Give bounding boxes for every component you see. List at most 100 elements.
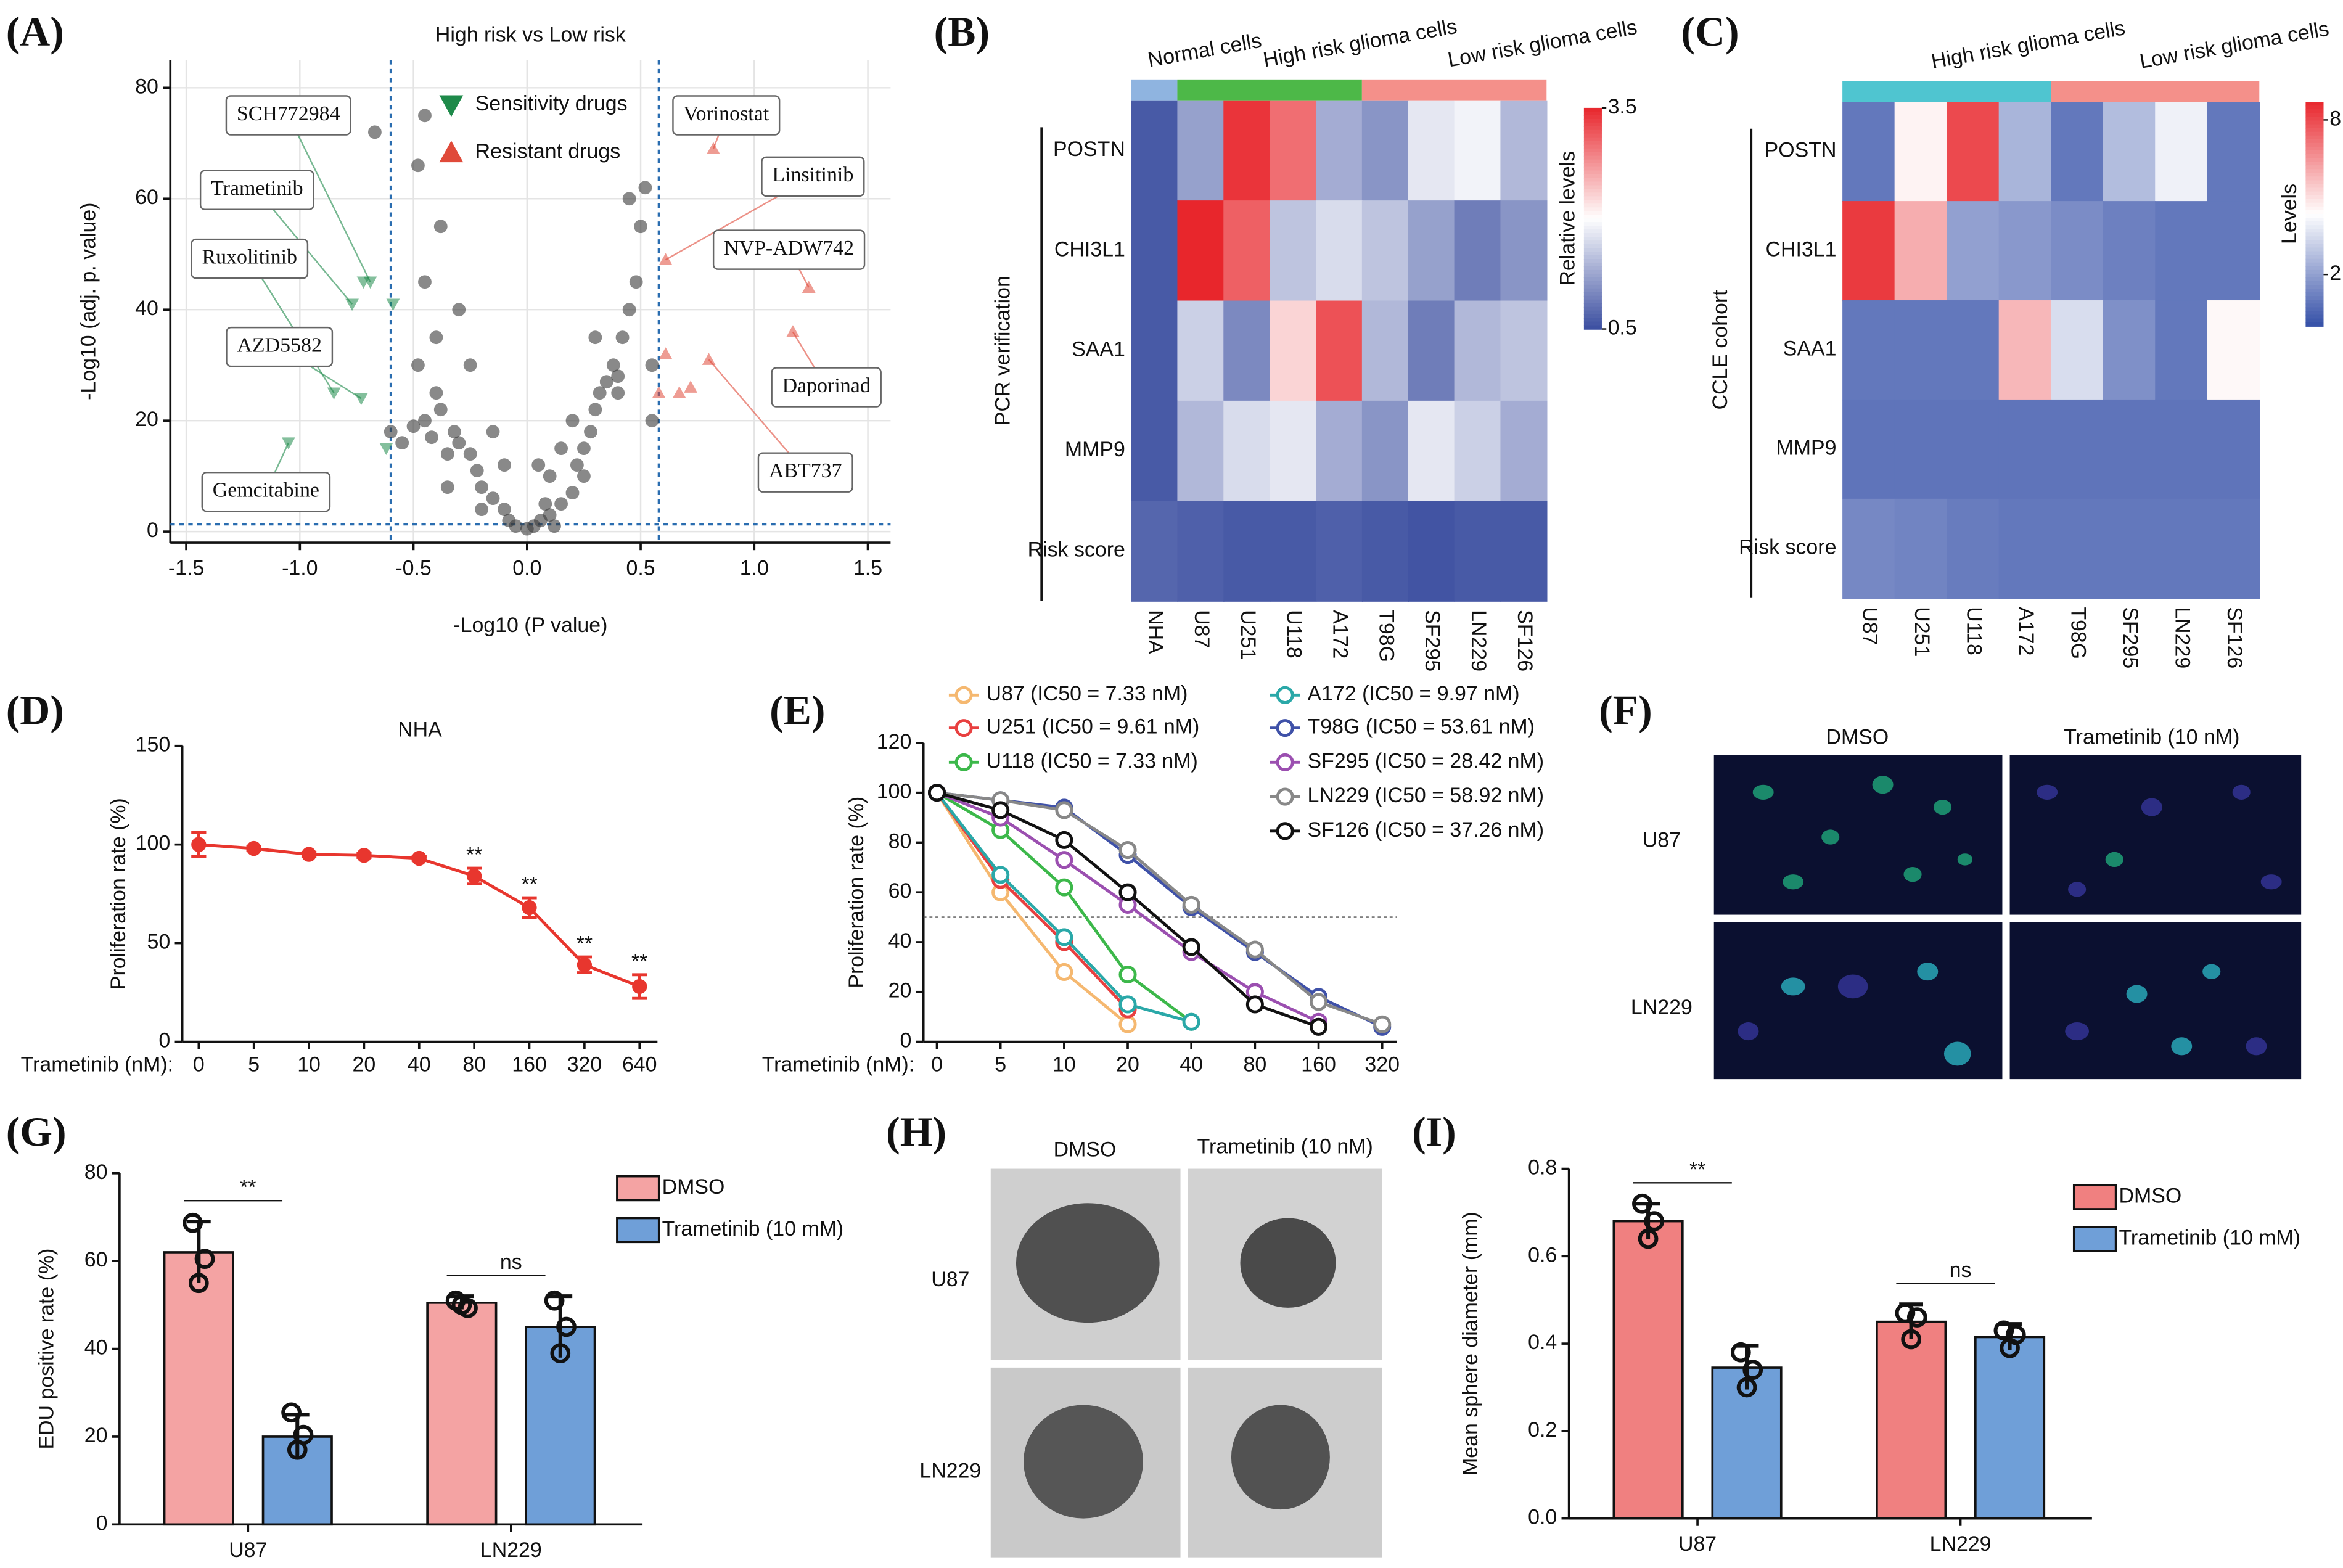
data-point bbox=[183, 1212, 203, 1233]
column-label: U251 bbox=[1910, 607, 1934, 657]
y-tick-label: 80 bbox=[84, 1160, 108, 1184]
heat-cell bbox=[1408, 300, 1455, 402]
colorbar-strip bbox=[1583, 207, 1602, 212]
group-bar bbox=[1131, 79, 1178, 101]
side-label: CCLE cohort bbox=[1709, 290, 1732, 410]
y-axis-label: -Log10 (adj. p. value) bbox=[76, 203, 100, 400]
heat-cell bbox=[1998, 498, 2052, 599]
annotation-leader bbox=[248, 258, 335, 393]
heat-cell bbox=[1223, 400, 1271, 502]
point bbox=[554, 441, 568, 456]
colorbar-strip bbox=[2305, 202, 2324, 208]
colorbar-strip bbox=[1583, 126, 1602, 131]
x-tick-label: 1.0 bbox=[740, 557, 769, 580]
heat-cell bbox=[2155, 498, 2208, 599]
significance: ns bbox=[1950, 1258, 1972, 1282]
legend-label: SF295 (IC50 = 28.42 nM) bbox=[1308, 749, 1545, 773]
legend-label: Trametinib (10 mM) bbox=[662, 1217, 844, 1241]
colorbar-strip bbox=[2305, 113, 2324, 118]
column-label: LN229 bbox=[1467, 610, 1490, 671]
colorbar-strip bbox=[2305, 158, 2324, 163]
colorbar-strip bbox=[2305, 180, 2324, 185]
colorbar-strip bbox=[2305, 109, 2324, 114]
point bbox=[246, 840, 261, 856]
heat-cell bbox=[1131, 200, 1178, 302]
annotation: SCH772984 bbox=[237, 102, 340, 125]
heat-cell bbox=[1315, 400, 1363, 502]
micrograph-tiles bbox=[1713, 755, 2302, 1080]
colorbar-tick-label: 8 bbox=[2329, 107, 2341, 130]
sphere-tiles bbox=[990, 1168, 1382, 1558]
y-tick-label: 0.4 bbox=[1528, 1331, 1557, 1354]
x-tick-label: 160 bbox=[1301, 1053, 1336, 1076]
y-tick-label: 0 bbox=[900, 1029, 911, 1053]
colorbar-strip bbox=[1583, 218, 1602, 223]
point bbox=[368, 125, 382, 139]
legend-label: A172 (IC50 = 9.97 nM) bbox=[1308, 682, 1520, 705]
x-tick-label: 5 bbox=[248, 1053, 260, 1076]
group-bar bbox=[1842, 81, 2051, 102]
point bbox=[1055, 928, 1073, 946]
colorbar-tick-label: 2 bbox=[2329, 261, 2341, 285]
colorbar-strip bbox=[1583, 174, 1602, 179]
colorbar-strip bbox=[1583, 107, 1602, 113]
heat-cell bbox=[1270, 100, 1317, 202]
column-title: Trametinib (10 nM) bbox=[1197, 1135, 1373, 1159]
colorbar-strip bbox=[2305, 154, 2324, 159]
colorbar-strip bbox=[2305, 195, 2324, 200]
colorbar-strip bbox=[1583, 295, 1602, 300]
legend-swatch bbox=[2072, 1184, 2117, 1210]
heat-cell bbox=[1177, 501, 1225, 602]
colorbar-strip bbox=[2305, 266, 2324, 271]
point bbox=[384, 425, 398, 439]
legend-label: Trametinib (10 mM) bbox=[2119, 1226, 2300, 1249]
heat-cell bbox=[2051, 102, 2104, 202]
y-tick-label: 0.8 bbox=[1528, 1155, 1557, 1179]
colorbar-strip bbox=[1583, 255, 1602, 260]
colorbar-strip bbox=[1583, 269, 1602, 275]
x-tick-label: 20 bbox=[353, 1053, 376, 1076]
legend-marker bbox=[1276, 753, 1294, 771]
point bbox=[652, 386, 666, 398]
heat-cell bbox=[1131, 501, 1178, 602]
data-point bbox=[281, 1402, 302, 1423]
colorbar-strip bbox=[1583, 258, 1602, 264]
heat-cell bbox=[1131, 100, 1178, 202]
y-tick-label: 0.2 bbox=[1528, 1418, 1557, 1442]
colorbar-strip bbox=[1583, 240, 1602, 245]
colorbar-strip bbox=[2305, 269, 2324, 275]
legend-marker bbox=[1276, 686, 1294, 704]
annotation: Daporinad bbox=[782, 374, 871, 397]
heat-cell bbox=[1842, 102, 1895, 202]
colorbar-strip bbox=[1583, 248, 1602, 253]
x-tick-label: 80 bbox=[1244, 1053, 1267, 1076]
row-title: LN229 bbox=[919, 1459, 981, 1482]
heat-cell bbox=[2155, 399, 2208, 500]
point bbox=[606, 358, 620, 372]
colorbar-strip bbox=[2305, 318, 2324, 323]
sphere bbox=[1240, 1218, 1336, 1308]
x-tick-label: 40 bbox=[1180, 1053, 1203, 1076]
row-title: LN229 bbox=[1631, 996, 1693, 1019]
heat-cell bbox=[1361, 300, 1409, 402]
x-tick-label: LN229 bbox=[480, 1538, 542, 1562]
y-axis-label: Proliferation rate (%) bbox=[107, 798, 130, 990]
side-label: PCR verification bbox=[991, 276, 1015, 425]
point bbox=[502, 514, 516, 528]
x-tick-label: -1.5 bbox=[168, 557, 204, 580]
annotation-box bbox=[225, 95, 351, 136]
colorbar-strip bbox=[1583, 137, 1602, 142]
nuclei bbox=[1752, 776, 2221, 1066]
heat-cell bbox=[1131, 400, 1178, 502]
colorbar-strip bbox=[2305, 128, 2324, 133]
colorbar-strip bbox=[1583, 152, 1602, 157]
point bbox=[1055, 831, 1073, 849]
point bbox=[786, 325, 800, 337]
point bbox=[429, 330, 443, 345]
heat-cell bbox=[2103, 399, 2156, 500]
annotation: Gemcitabine bbox=[213, 478, 319, 501]
heat-cell bbox=[1947, 201, 2000, 302]
colorbar-strip bbox=[2305, 289, 2324, 293]
column-label: NHA bbox=[1144, 610, 1167, 654]
colorbar-strip bbox=[1583, 144, 1602, 149]
